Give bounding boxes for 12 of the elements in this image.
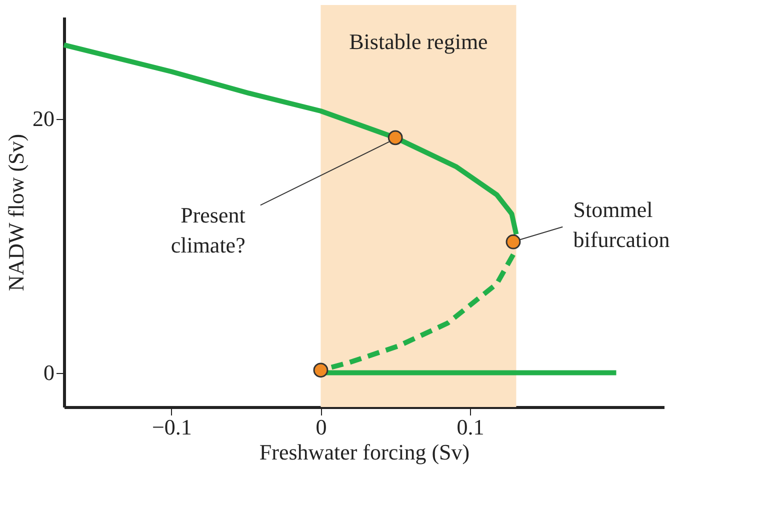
x-tick-label: 0.1 xyxy=(456,414,484,440)
point xyxy=(506,234,521,250)
x-axis-title: Freshwater forcing (Sv) xyxy=(259,440,470,464)
point xyxy=(388,130,403,146)
x-tick-label: 0 xyxy=(316,414,327,440)
band-label: Bistable regime xyxy=(349,29,488,54)
y-tick-label: 20 xyxy=(32,106,54,132)
x-tick-label: −0.1 xyxy=(152,414,192,440)
annotation: Stommel bifurcation xyxy=(573,196,670,252)
annotation: Present climate? xyxy=(170,202,246,258)
y-axis-title: NADW flow (Sv) xyxy=(4,134,28,292)
point xyxy=(313,362,328,378)
